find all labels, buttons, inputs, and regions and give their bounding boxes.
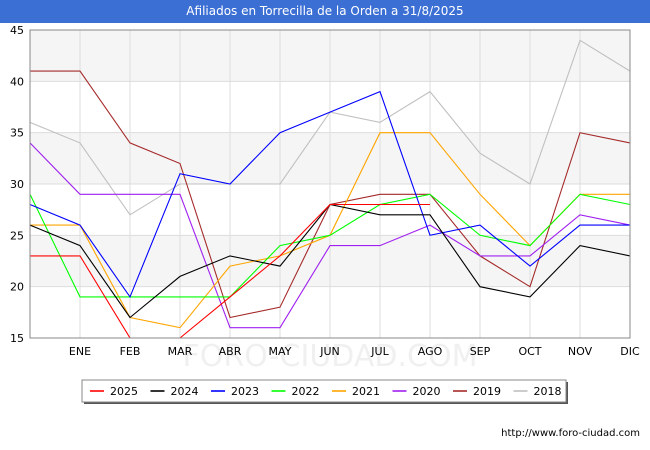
y-tick-label: 35 [10, 127, 24, 140]
x-tick-label: ENE [69, 345, 91, 358]
x-tick-label: NOV [568, 345, 593, 358]
series-line-2025 [30, 203, 430, 339]
x-tick-label: DIC [620, 345, 640, 358]
legend-box [81, 379, 567, 403]
legend-label-2024: 2024 [171, 385, 199, 398]
legend-label-2019: 2019 [473, 385, 501, 398]
legend-label-2023: 2023 [231, 385, 259, 398]
series-line-2023 [29, 90, 630, 299]
legend-label-2025: 2025 [110, 385, 138, 398]
y-tick-label: 30 [10, 178, 24, 191]
title-bar [0, 0, 650, 23]
watermark: FORO-CIUDAD.COM [183, 339, 478, 374]
x-tick-label: MAY [269, 345, 292, 358]
x-tick-label: SEP [470, 345, 491, 358]
x-tick-label: FEB [120, 345, 141, 358]
legend-label-2020: 2020 [413, 385, 441, 398]
x-tick-label: MAR [168, 345, 193, 358]
footer-url[interactable]: http://www.foro-ciudad.com [501, 428, 640, 439]
chart-title: Afiliados en Torrecilla de la Orden a 31… [186, 4, 464, 18]
y-tick-label: 45 [10, 24, 24, 37]
x-tick-label: AGO [418, 345, 443, 358]
y-tick-label: 20 [10, 281, 24, 294]
y-tick-label: 40 [10, 75, 24, 88]
y-tick-label: 15 [10, 332, 24, 345]
series-line-2020 [29, 142, 631, 329]
legend-label-2022: 2022 [292, 385, 320, 398]
x-tick-label: JUL [370, 345, 389, 358]
y-tick-label: 25 [10, 229, 24, 242]
legend-label-2021: 2021 [352, 385, 380, 398]
x-tick-label: JUN [319, 345, 340, 358]
plot-frame [29, 29, 631, 339]
legend-label-2018: 2018 [534, 385, 562, 398]
x-tick-label: ABR [219, 345, 242, 358]
x-tick-label: OCT [518, 345, 541, 358]
